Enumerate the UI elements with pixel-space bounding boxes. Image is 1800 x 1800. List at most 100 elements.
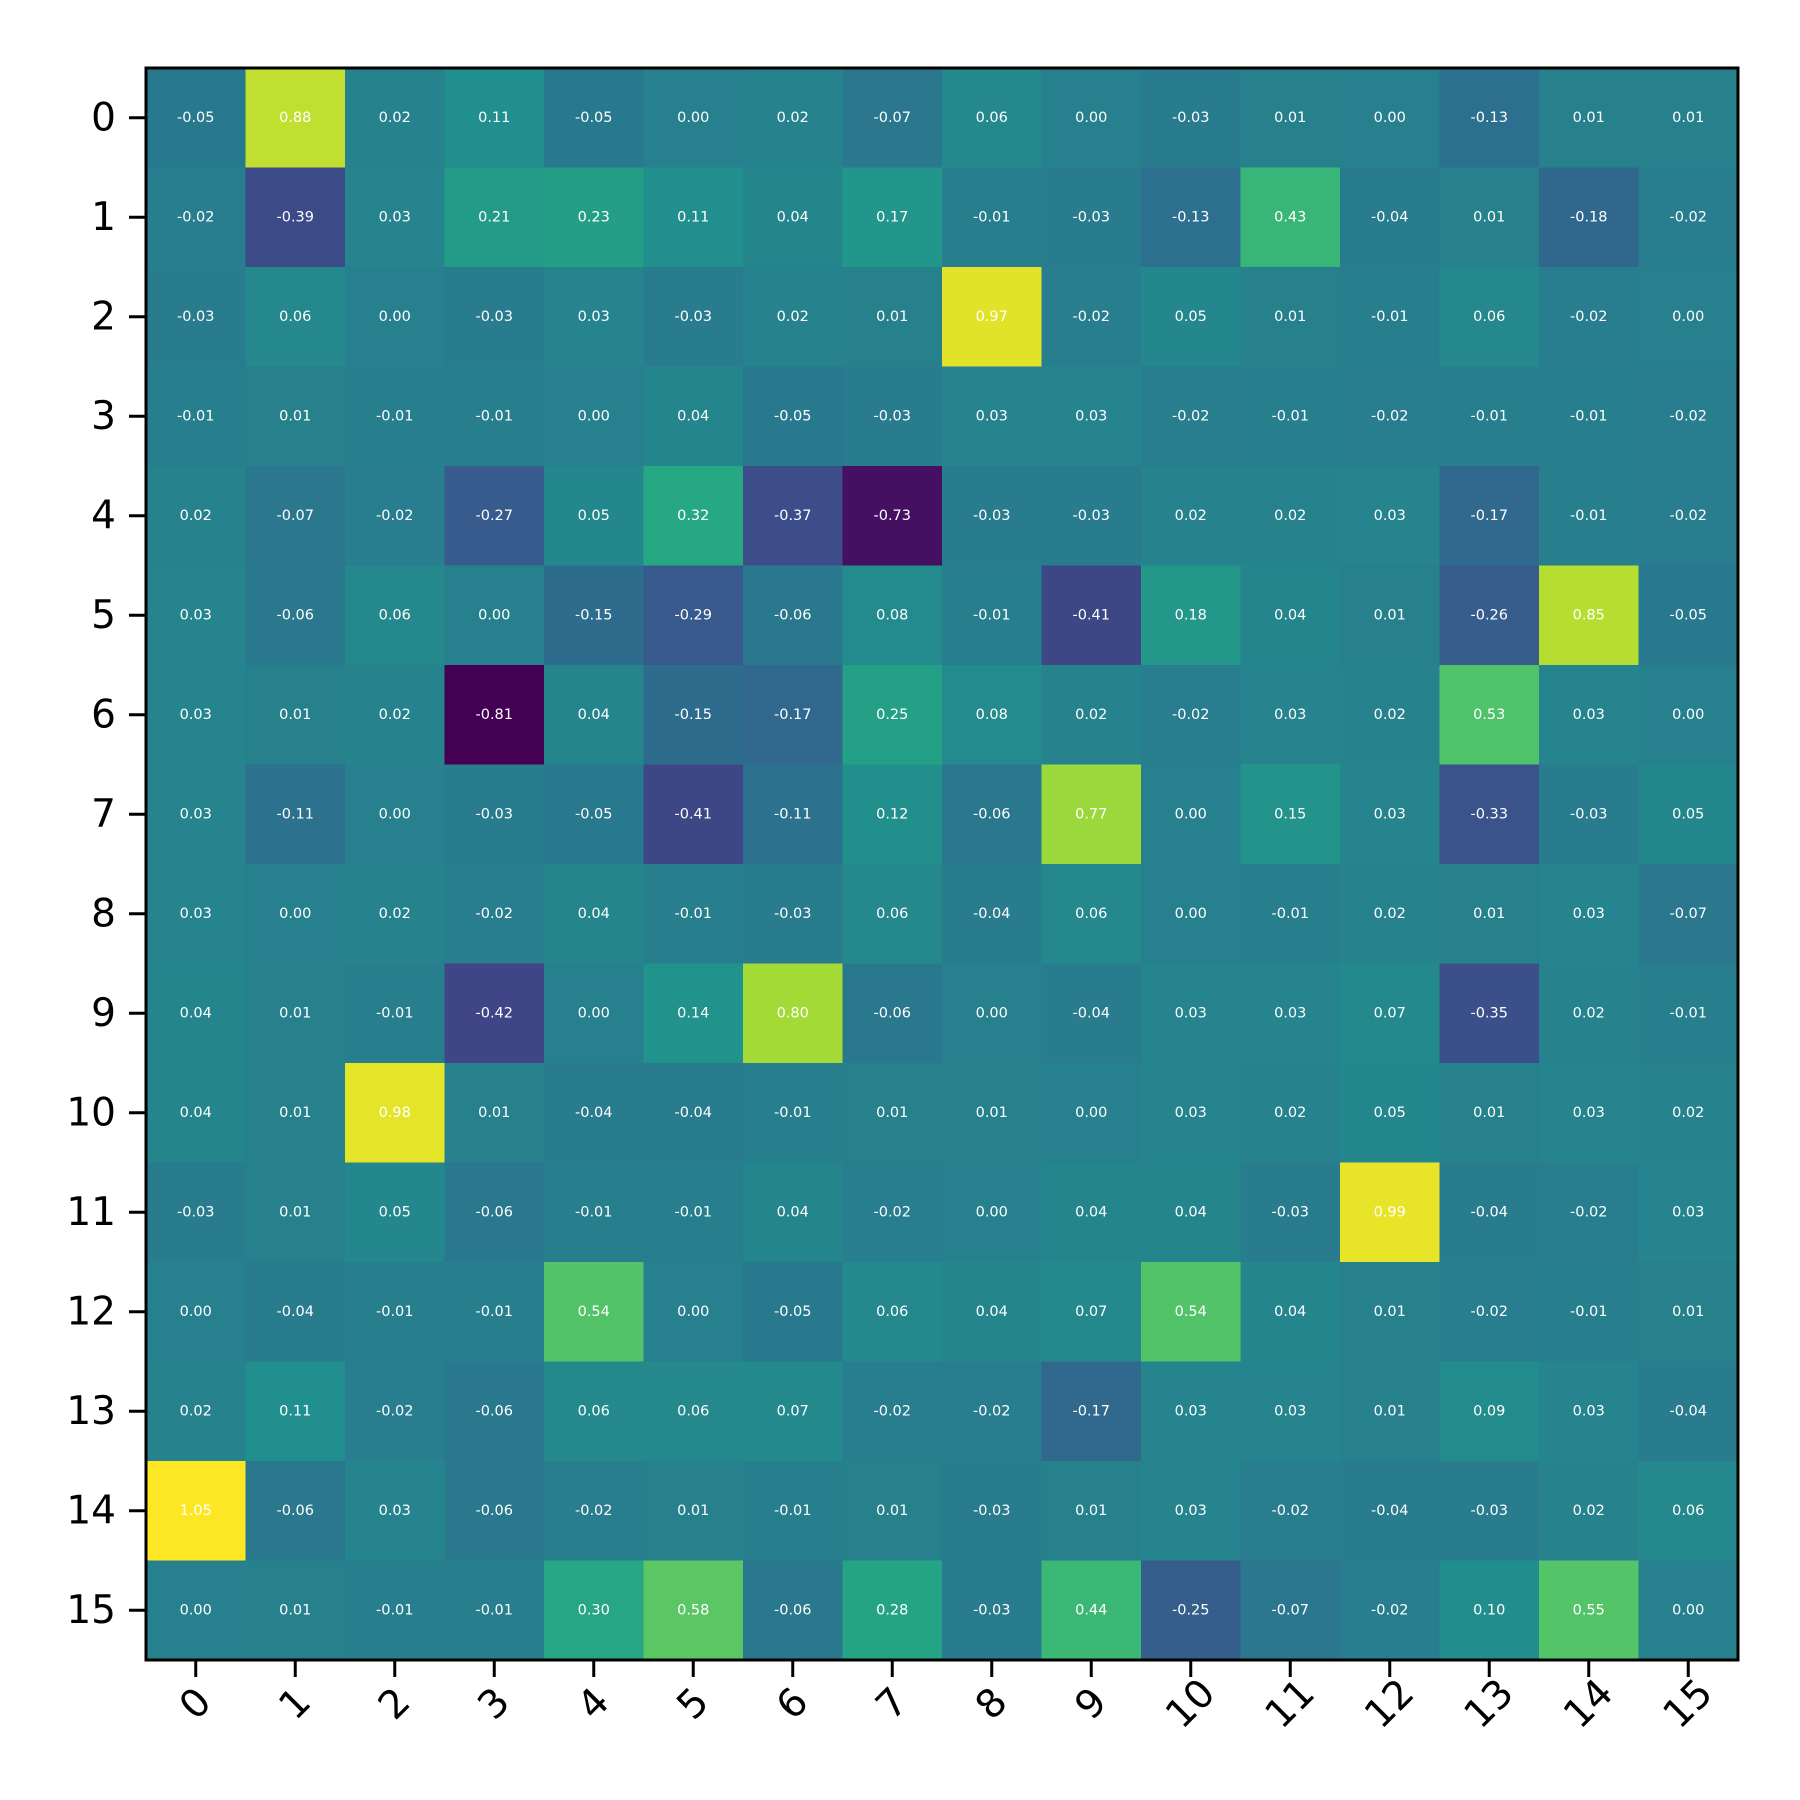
cell-value-label-13-1: 0.11 [279,1403,311,1419]
heatmap-cell-10-11 [1240,1063,1341,1164]
cell-value-label-9-10: 0.03 [1175,1005,1207,1021]
heatmap-cell-5-15 [1638,565,1739,666]
cell-value-label-7-11: 0.15 [1274,806,1306,822]
heatmap-cell-6-12 [1340,665,1441,766]
cell-value-label-0-12: 0.00 [1374,110,1406,126]
cell-value-label-13-6: 0.07 [777,1403,809,1419]
y-tick-label-6: 6 [91,692,116,737]
cell-value-label-11-8: 0.00 [976,1204,1008,1220]
cell-value-label-5-11: 0.04 [1274,607,1306,623]
cell-value-label-3-0: -0.01 [177,408,215,424]
heatmap-cell-6-4 [544,665,645,766]
cell-value-label-12-8: 0.04 [976,1304,1008,1320]
cell-value-label-8-2: 0.02 [379,906,411,922]
heatmap-cell-7-9 [1041,764,1142,865]
heatmap-cell-13-10 [1141,1361,1242,1462]
cell-value-label-15-12: -0.02 [1371,1602,1409,1618]
heatmap-cell-2-9 [1041,267,1142,368]
heatmap-cell-9-0 [146,963,247,1064]
cell-value-label-0-0: -0.05 [177,110,215,126]
cell-value-label-9-11: 0.03 [1274,1005,1306,1021]
heatmap-cell-0-15 [1638,68,1739,169]
heatmap-cell-15-6 [743,1560,844,1661]
heatmap-cell-10-4 [544,1063,645,1164]
cell-value-label-15-8: -0.03 [973,1602,1011,1618]
heatmap-cell-15-7 [842,1560,943,1661]
cell-value-label-14-6: -0.01 [774,1503,812,1519]
cell-value-label-3-6: -0.05 [774,408,812,424]
cell-value-label-13-11: 0.03 [1274,1403,1306,1419]
heatmap-cell-6-8 [942,665,1043,766]
heatmap-cell-6-13 [1439,665,1540,766]
heatmap-cell-15-14 [1539,1560,1640,1661]
cell-value-label-4-9: -0.03 [1072,508,1110,524]
cell-value-label-7-0: 0.03 [180,806,212,822]
cell-value-label-4-8: -0.03 [973,508,1011,524]
x-tick-label-6: 6 [768,1679,817,1728]
heatmap-cell-4-15 [1638,466,1739,567]
heatmap-cell-4-0 [146,466,247,567]
cell-value-label-3-5: 0.04 [677,408,709,424]
heatmap-cell-14-9 [1041,1461,1142,1562]
heatmap-cell-12-13 [1439,1262,1540,1363]
heatmap-cell-0-12 [1340,68,1441,169]
cell-value-label-14-1: -0.06 [276,1503,314,1519]
heatmap-cell-1-13 [1439,167,1540,268]
heatmap-cell-12-0 [146,1262,247,1363]
cell-value-label-9-2: -0.01 [376,1005,414,1021]
cell-value-label-1-10: -0.13 [1172,209,1210,225]
heatmap-cell-11-5 [643,1162,744,1263]
cell-value-label-8-8: -0.04 [973,906,1011,922]
cell-value-label-9-12: 0.07 [1374,1005,1406,1021]
heatmap-cell-4-13 [1439,466,1540,567]
cell-value-label-11-9: 0.04 [1075,1204,1107,1220]
heatmap-cell-9-14 [1539,963,1640,1064]
cell-value-label-8-9: 0.06 [1075,906,1107,922]
heatmap-cell-5-13 [1439,565,1540,666]
heatmap-cell-11-12 [1340,1162,1441,1263]
heatmap-cell-8-15 [1638,864,1739,965]
heatmap-cell-7-8 [942,764,1043,865]
cell-value-label-12-7: 0.06 [876,1304,908,1320]
cell-value-label-5-5: -0.29 [674,607,712,623]
heatmap-cell-10-3 [444,1063,545,1164]
heatmap-cell-12-9 [1041,1262,1142,1363]
heatmap-cell-5-7 [842,565,943,666]
heatmap-cell-6-15 [1638,665,1739,766]
cell-value-label-7-8: -0.06 [973,806,1011,822]
cell-value-label-13-10: 0.03 [1175,1403,1207,1419]
cell-value-label-14-14: 0.02 [1573,1503,1605,1519]
cell-value-label-13-14: 0.03 [1573,1403,1605,1419]
cell-value-label-10-12: 0.05 [1374,1105,1406,1121]
heatmap-cell-8-9 [1041,864,1142,965]
heatmap-cell-14-5 [643,1461,744,1562]
heatmap-cell-9-4 [544,963,645,1064]
x-tick-label-1: 1 [271,1679,320,1728]
cell-value-label-1-4: 0.23 [578,209,610,225]
heatmap-cell-8-10 [1141,864,1242,965]
heatmap-cell-0-9 [1041,68,1142,169]
cell-value-label-15-10: -0.25 [1172,1602,1210,1618]
cell-value-label-10-9: 0.00 [1075,1105,1107,1121]
cell-value-label-15-9: 0.44 [1075,1602,1107,1618]
heatmap-cell-7-6 [743,764,844,865]
heatmap-cell-5-12 [1340,565,1441,666]
heatmap-cell-13-12 [1340,1361,1441,1462]
heatmap-cell-3-4 [544,366,645,467]
cell-value-label-0-7: -0.07 [873,110,911,126]
heatmap-cell-1-10 [1141,167,1242,268]
heatmap-cell-13-14 [1539,1361,1640,1462]
cell-value-label-2-12: -0.01 [1371,309,1409,325]
heatmap-cell-7-10 [1141,764,1242,865]
y-tick-label-8: 8 [91,891,116,936]
heatmap-cell-8-13 [1439,864,1540,965]
cell-value-label-2-11: 0.01 [1274,309,1306,325]
heatmap-cell-3-2 [345,366,446,467]
heatmap-cell-3-10 [1141,366,1242,467]
cell-value-label-11-4: -0.01 [575,1204,613,1220]
cell-value-label-0-6: 0.02 [777,110,809,126]
x-tick-label-4: 4 [569,1679,618,1728]
cell-value-label-11-14: -0.02 [1570,1204,1608,1220]
cell-value-label-9-5: 0.14 [677,1005,709,1021]
cell-value-label-6-3: -0.81 [475,707,513,723]
